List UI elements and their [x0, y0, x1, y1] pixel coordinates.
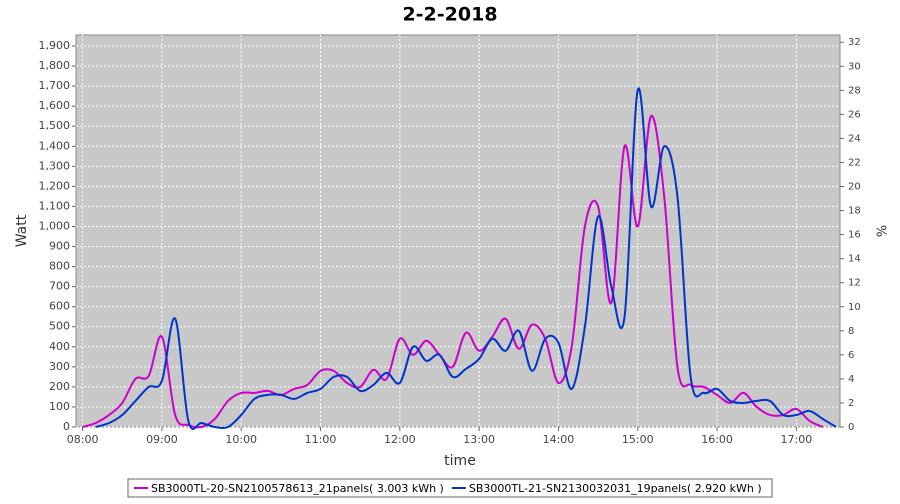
y2-tick-label: 20 — [848, 182, 861, 193]
y2-tick-label: 2 — [848, 398, 854, 409]
y-tick-label: 1,600 — [39, 99, 71, 112]
y-tick-label: 1,500 — [39, 119, 71, 132]
x-tick-label: 10:00 — [225, 433, 257, 446]
y-tick-label: 300 — [49, 360, 70, 373]
x-tick-label: 17:00 — [781, 433, 813, 446]
y-tick-label: 400 — [49, 340, 70, 353]
y-tick-label: 1,300 — [39, 159, 71, 172]
y-tick-label: 500 — [49, 320, 70, 333]
y2-tick-label: 8 — [848, 326, 854, 337]
y-tick-label: 1,400 — [39, 139, 71, 152]
y-tick-label: 800 — [49, 260, 70, 273]
y2-tick-label: 10 — [848, 302, 861, 313]
y2-tick-label: 18 — [848, 206, 861, 217]
y2-tick-label: 16 — [848, 230, 861, 241]
x-tick-label: 11:00 — [305, 433, 337, 446]
y-axis-label: Watt — [14, 214, 30, 247]
y-tick-label: 600 — [49, 300, 70, 313]
y2-tick-label: 22 — [848, 157, 861, 168]
y2-tick-label: 32 — [848, 37, 861, 48]
y2-tick-label: 12 — [848, 278, 861, 289]
legend-label: SB3000TL-20-SN2100578613_21panels( 3.003… — [151, 482, 444, 495]
y-tick-label: 1,100 — [39, 199, 71, 212]
plot-area — [75, 34, 841, 428]
y-tick-label: 900 — [49, 240, 70, 253]
y-tick-label: 200 — [49, 380, 70, 393]
y2-tick-label: 6 — [848, 350, 854, 361]
x-tick-label: 15:00 — [622, 433, 654, 446]
x-tick-label: 12:00 — [384, 433, 416, 446]
y2-tick-label: 4 — [848, 374, 854, 385]
y-tick-label: 1,800 — [39, 59, 71, 72]
y2-tick-label: 0 — [848, 422, 854, 433]
y-tick-label: 1,200 — [39, 179, 71, 192]
x-tick-label: 09:00 — [146, 433, 178, 446]
y-tick-label: 0 — [63, 420, 70, 433]
legend-label: SB3000TL-21-SN2130032031_19panels( 2.920… — [469, 482, 762, 495]
y-tick-label: 1,900 — [39, 39, 71, 52]
y2-tick-label: 30 — [848, 61, 861, 72]
x-tick-label: 13:00 — [463, 433, 495, 446]
legend — [127, 478, 773, 498]
y-tick-label: 700 — [49, 280, 70, 293]
y2-tick-label: 24 — [848, 133, 861, 144]
y2-tick-label: 28 — [848, 85, 861, 96]
y2-tick-label: 26 — [848, 109, 861, 120]
x-tick-label: 08:00 — [67, 433, 99, 446]
y-tick-label: 1,000 — [39, 219, 71, 232]
y2-axis-label: % — [873, 225, 888, 237]
series-line — [95, 87, 837, 430]
y2-tick-label: 14 — [848, 254, 861, 265]
y-tick-label: 1,700 — [39, 79, 71, 92]
x-tick-label: 16:00 — [701, 433, 733, 446]
chart-title: 2-2-2018 — [402, 4, 497, 26]
x-axis-label: time — [444, 453, 476, 469]
y-tick-label: 100 — [49, 400, 70, 413]
x-tick-label: 14:00 — [543, 433, 575, 446]
